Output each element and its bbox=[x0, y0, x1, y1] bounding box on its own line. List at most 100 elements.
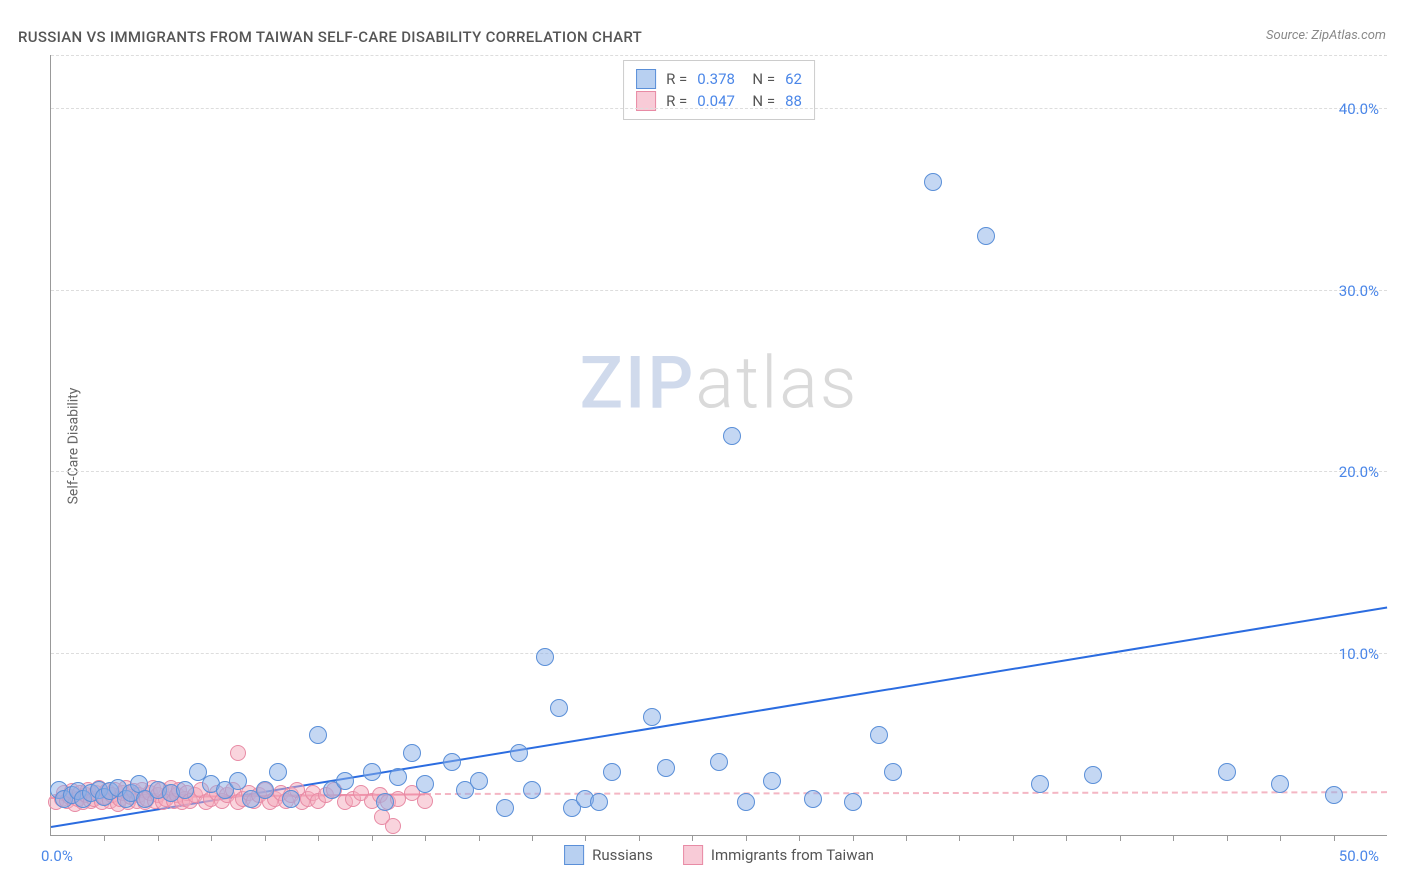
data-point-blue bbox=[804, 790, 822, 808]
data-point-blue bbox=[510, 744, 528, 762]
x-tick bbox=[853, 835, 854, 841]
legend-n-label: N = bbox=[745, 70, 775, 88]
legend-label-russians: Russians bbox=[592, 846, 653, 864]
x-tick bbox=[799, 835, 800, 841]
x-tick bbox=[1334, 835, 1335, 841]
gridline bbox=[51, 290, 1387, 291]
data-point-blue bbox=[1271, 775, 1289, 793]
legend-r-pink: 0.047 bbox=[697, 92, 735, 110]
data-point-blue bbox=[550, 699, 568, 717]
y-tick-label: 20.0% bbox=[1339, 463, 1379, 481]
x-tick bbox=[639, 835, 640, 841]
x-tick bbox=[746, 835, 747, 841]
data-point-blue bbox=[229, 772, 247, 790]
x-tick bbox=[1173, 835, 1174, 841]
data-point-blue bbox=[269, 763, 287, 781]
x-tick bbox=[104, 835, 105, 841]
data-point-blue bbox=[763, 772, 781, 790]
y-tick-label: 40.0% bbox=[1339, 100, 1379, 118]
data-point-blue bbox=[470, 772, 488, 790]
data-point-blue bbox=[282, 790, 300, 808]
legend-label-taiwan: Immigrants from Taiwan bbox=[711, 846, 874, 864]
y-tick-label: 10.0% bbox=[1339, 645, 1379, 663]
x-tick bbox=[425, 835, 426, 841]
x-tick bbox=[692, 835, 693, 841]
data-point-blue bbox=[710, 753, 728, 771]
chart-title: RUSSIAN VS IMMIGRANTS FROM TAIWAN SELF-C… bbox=[18, 28, 642, 46]
x-tick bbox=[906, 835, 907, 841]
x-tick bbox=[479, 835, 480, 841]
x-tick bbox=[211, 835, 212, 841]
x-tick bbox=[532, 835, 533, 841]
data-point-blue bbox=[496, 799, 514, 817]
x-tick bbox=[372, 835, 373, 841]
data-point-blue bbox=[1031, 775, 1049, 793]
data-point-pink bbox=[417, 793, 433, 809]
legend-swatch-russians bbox=[564, 845, 584, 865]
data-point-blue bbox=[403, 744, 421, 762]
gridline bbox=[51, 55, 1387, 56]
x-tick bbox=[318, 835, 319, 841]
watermark-atlas: atlas bbox=[695, 340, 858, 425]
data-point-blue bbox=[256, 781, 274, 799]
data-point-blue bbox=[977, 227, 995, 245]
x-tick bbox=[158, 835, 159, 841]
x-tick bbox=[1227, 835, 1228, 841]
gridline bbox=[51, 471, 1387, 472]
data-point-blue bbox=[924, 173, 942, 191]
data-point-blue bbox=[884, 763, 902, 781]
data-point-pink bbox=[385, 818, 401, 834]
data-point-blue bbox=[657, 759, 675, 777]
x-tick bbox=[585, 835, 586, 841]
data-point-blue bbox=[643, 708, 661, 726]
data-point-blue bbox=[536, 648, 554, 666]
scatter-chart: ZIPatlas R = 0.378 N = 62 R = 0.047 N = … bbox=[50, 55, 1387, 836]
data-point-blue bbox=[870, 726, 888, 744]
data-point-blue bbox=[590, 793, 608, 811]
x-tick bbox=[1280, 835, 1281, 841]
data-point-blue bbox=[1325, 786, 1343, 804]
data-point-blue bbox=[363, 763, 381, 781]
x-tick bbox=[1066, 835, 1067, 841]
legend-series: Russians Immigrants from Taiwan bbox=[564, 845, 874, 865]
x-tick bbox=[1120, 835, 1121, 841]
data-point-blue bbox=[376, 793, 394, 811]
data-point-blue bbox=[176, 781, 194, 799]
legend-r-label: R = bbox=[666, 70, 687, 88]
legend-item-taiwan: Immigrants from Taiwan bbox=[683, 845, 874, 865]
data-point-blue bbox=[389, 768, 407, 786]
data-point-blue bbox=[1218, 763, 1236, 781]
legend-n-blue: 62 bbox=[785, 70, 802, 88]
trend-line bbox=[425, 791, 1387, 795]
legend-n-label-2: N = bbox=[745, 92, 775, 110]
x-axis-min-label: 0.0% bbox=[41, 847, 73, 865]
x-axis-max-label: 50.0% bbox=[1339, 847, 1379, 865]
data-point-blue bbox=[844, 793, 862, 811]
source-label: Source: ZipAtlas.com bbox=[1266, 28, 1386, 43]
legend-correlation: R = 0.378 N = 62 R = 0.047 N = 88 bbox=[623, 60, 815, 120]
legend-item-russians: Russians bbox=[564, 845, 653, 865]
legend-n-pink: 88 bbox=[785, 92, 802, 110]
data-point-blue bbox=[603, 763, 621, 781]
x-tick bbox=[1013, 835, 1014, 841]
legend-row-blue: R = 0.378 N = 62 bbox=[636, 69, 802, 89]
y-tick-label: 30.0% bbox=[1339, 282, 1379, 300]
watermark: ZIPatlas bbox=[580, 340, 859, 425]
data-point-blue bbox=[416, 775, 434, 793]
x-tick bbox=[265, 835, 266, 841]
data-point-blue bbox=[309, 726, 327, 744]
data-point-blue bbox=[336, 772, 354, 790]
data-point-blue bbox=[523, 781, 541, 799]
gridline bbox=[51, 653, 1387, 654]
x-tick bbox=[959, 835, 960, 841]
data-point-pink bbox=[230, 745, 246, 761]
legend-swatch-taiwan bbox=[683, 845, 703, 865]
legend-swatch-blue bbox=[636, 69, 656, 89]
data-point-blue bbox=[737, 793, 755, 811]
legend-r-blue: 0.378 bbox=[697, 70, 735, 88]
legend-r-label-2: R = bbox=[666, 92, 687, 110]
data-point-blue bbox=[443, 753, 461, 771]
watermark-zip: ZIP bbox=[580, 340, 696, 425]
gridline bbox=[51, 108, 1387, 109]
data-point-blue bbox=[1084, 766, 1102, 784]
